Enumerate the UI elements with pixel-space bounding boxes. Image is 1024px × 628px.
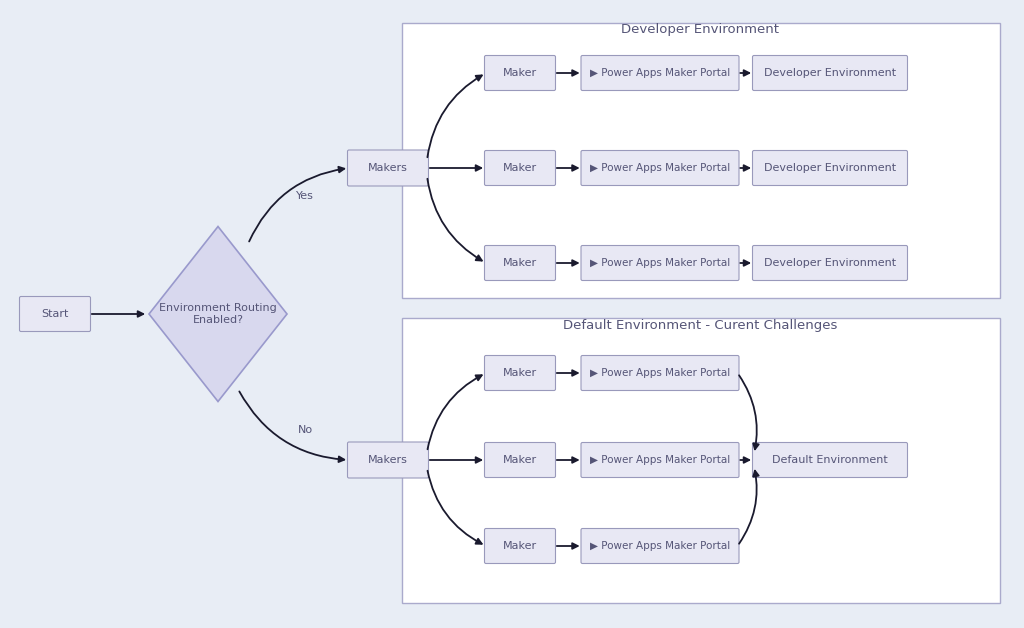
FancyBboxPatch shape bbox=[753, 55, 907, 90]
FancyBboxPatch shape bbox=[581, 55, 739, 90]
Text: ▶ Power Apps Maker Portal: ▶ Power Apps Maker Portal bbox=[590, 258, 730, 268]
FancyBboxPatch shape bbox=[581, 151, 739, 185]
Text: ▶ Power Apps Maker Portal: ▶ Power Apps Maker Portal bbox=[590, 163, 730, 173]
Text: No: No bbox=[297, 425, 312, 435]
FancyBboxPatch shape bbox=[484, 355, 555, 391]
Text: Maker: Maker bbox=[503, 163, 537, 173]
FancyBboxPatch shape bbox=[581, 246, 739, 281]
FancyBboxPatch shape bbox=[484, 443, 555, 477]
FancyBboxPatch shape bbox=[753, 246, 907, 281]
FancyBboxPatch shape bbox=[581, 443, 739, 477]
Text: Maker: Maker bbox=[503, 455, 537, 465]
FancyBboxPatch shape bbox=[484, 529, 555, 563]
Text: Start: Start bbox=[41, 309, 69, 319]
FancyBboxPatch shape bbox=[581, 529, 739, 563]
Text: ▶ Power Apps Maker Portal: ▶ Power Apps Maker Portal bbox=[590, 541, 730, 551]
Text: Developer Environment: Developer Environment bbox=[764, 258, 896, 268]
Polygon shape bbox=[150, 227, 287, 401]
Text: Default Environment: Default Environment bbox=[772, 455, 888, 465]
Text: ▶ Power Apps Maker Portal: ▶ Power Apps Maker Portal bbox=[590, 68, 730, 78]
FancyBboxPatch shape bbox=[402, 23, 1000, 298]
FancyBboxPatch shape bbox=[581, 355, 739, 391]
Text: Maker: Maker bbox=[503, 368, 537, 378]
FancyBboxPatch shape bbox=[753, 151, 907, 185]
Text: Maker: Maker bbox=[503, 68, 537, 78]
Text: Maker: Maker bbox=[503, 258, 537, 268]
FancyBboxPatch shape bbox=[19, 296, 90, 332]
FancyBboxPatch shape bbox=[484, 246, 555, 281]
Text: ▶ Power Apps Maker Portal: ▶ Power Apps Maker Portal bbox=[590, 455, 730, 465]
FancyBboxPatch shape bbox=[484, 55, 555, 90]
FancyBboxPatch shape bbox=[402, 318, 1000, 603]
Text: ▶ Power Apps Maker Portal: ▶ Power Apps Maker Portal bbox=[590, 368, 730, 378]
Text: Developer Environment: Developer Environment bbox=[764, 163, 896, 173]
FancyBboxPatch shape bbox=[753, 443, 907, 477]
FancyBboxPatch shape bbox=[347, 150, 428, 186]
Text: Makers: Makers bbox=[368, 455, 408, 465]
Text: Maker: Maker bbox=[503, 541, 537, 551]
Text: Yes: Yes bbox=[296, 191, 314, 201]
Text: Environment Routing
Enabled?: Environment Routing Enabled? bbox=[159, 303, 276, 325]
FancyBboxPatch shape bbox=[484, 151, 555, 185]
Text: Default Environment - Curent Challenges: Default Environment - Curent Challenges bbox=[563, 320, 838, 332]
Text: Makers: Makers bbox=[368, 163, 408, 173]
Text: Developer Environment: Developer Environment bbox=[764, 68, 896, 78]
FancyBboxPatch shape bbox=[347, 442, 428, 478]
Text: Developer Environment: Developer Environment bbox=[621, 23, 779, 36]
